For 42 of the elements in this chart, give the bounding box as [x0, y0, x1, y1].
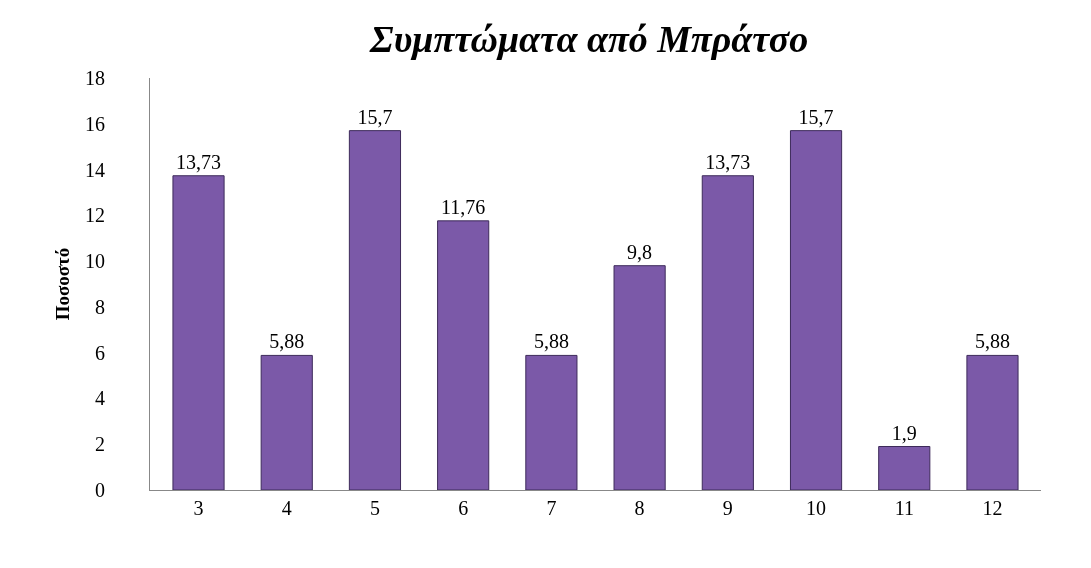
x-tick-label: 9: [722, 497, 733, 519]
data-label: 15,7: [357, 105, 393, 128]
bar: [172, 175, 225, 490]
y-tick-label: 12: [85, 204, 105, 227]
data-label: 13,73: [705, 150, 751, 173]
x-tick-label: 7: [546, 497, 557, 519]
y-axis-title: Ποσοστό: [51, 247, 73, 321]
data-label: 1,9: [891, 421, 917, 444]
y-tick-label: 16: [85, 112, 105, 135]
x-tick-label: 8: [634, 497, 645, 519]
bar: [525, 354, 578, 490]
data-label: 5,88: [974, 330, 1010, 353]
bar: [878, 446, 931, 490]
y-tick-label: 18: [85, 67, 105, 89]
data-label: 11,76: [441, 195, 486, 218]
x-tick-label: 11: [894, 497, 914, 519]
bar: [260, 354, 313, 490]
bar: [613, 265, 666, 490]
y-tick-label: 2: [95, 433, 105, 456]
bar: [348, 130, 402, 490]
bar: [966, 354, 1019, 490]
x-tick-label: 6: [458, 497, 469, 519]
y-tick-label: 8: [95, 295, 105, 318]
data-label: 5,88: [269, 330, 305, 353]
bar: [789, 130, 843, 490]
data-label: 9,8: [627, 240, 653, 263]
x-tick-label: 5: [369, 497, 380, 519]
y-tick-label: 6: [95, 341, 105, 364]
x-tick-label: 12: [982, 497, 1003, 519]
y-tick-label: 0: [95, 479, 105, 501]
bar: [437, 220, 490, 490]
data-label: 13,73: [176, 150, 222, 173]
data-label: 5,88: [533, 330, 569, 353]
x-tick-label: 3: [193, 497, 204, 519]
bar: [701, 175, 754, 490]
data-label: 15,7: [798, 105, 834, 128]
y-tick-label: 14: [85, 158, 105, 181]
chart-title: Συμπτώματα από Μπράτσο: [369, 18, 809, 61]
y-tick-label: 10: [85, 250, 105, 273]
x-tick-label: 4: [281, 497, 292, 519]
x-tick-label: 10: [806, 497, 827, 519]
y-tick-label: 4: [95, 387, 105, 410]
